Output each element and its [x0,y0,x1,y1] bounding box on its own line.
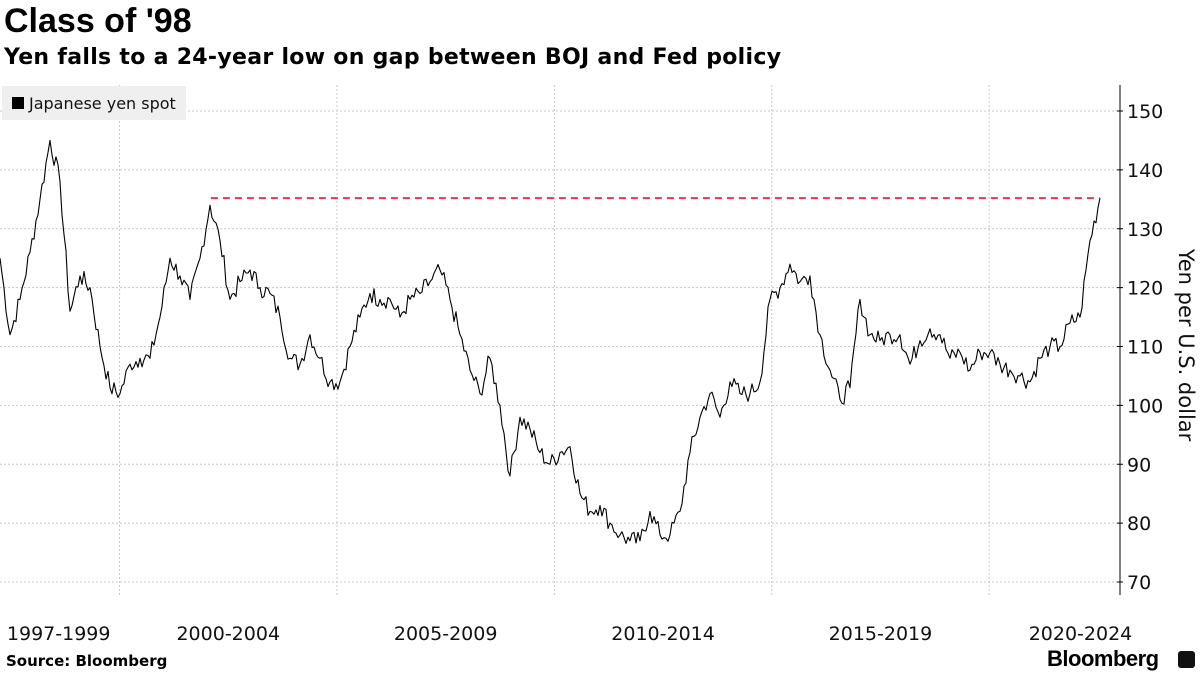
y-tick-label: 80 [1127,513,1151,535]
legend-swatch [12,97,24,109]
y-tick-label: 90 [1127,454,1151,476]
y-tick-label: 120 [1127,278,1163,300]
x-tick-label: 2000-2004 [176,623,280,645]
y-axis-label: Yen per U.S. dollar [1174,248,1198,442]
y-tick-label: 150 [1127,101,1163,123]
x-tick-label: 2015-2019 [829,623,933,645]
bloomberg-icon [1178,651,1195,668]
y-tick-label: 70 [1127,572,1151,594]
y-tick-label: 110 [1127,337,1163,359]
chart-subtitle: Yen falls to a 24-year low on gap betwee… [4,45,782,70]
y-tick-label: 100 [1127,395,1163,417]
x-tick-label: 2005-2009 [394,623,498,645]
legend-label: Japanese yen spot [29,93,176,113]
series-line-yen-spot [0,139,1101,545]
chart-title: Class of '98 [4,2,192,40]
y-tick-label: 130 [1127,219,1163,241]
x-tick-label: 2010-2014 [611,623,715,645]
x-tick-label: 2020-2024 [1029,623,1133,645]
brand-logo: Bloomberg [1047,646,1159,671]
source-note: Source: Bloomberg [6,652,168,670]
legend: Japanese yen spot [2,86,186,120]
x-tick-label: 1997-1999 [7,623,111,645]
y-tick-label: 140 [1127,160,1163,182]
